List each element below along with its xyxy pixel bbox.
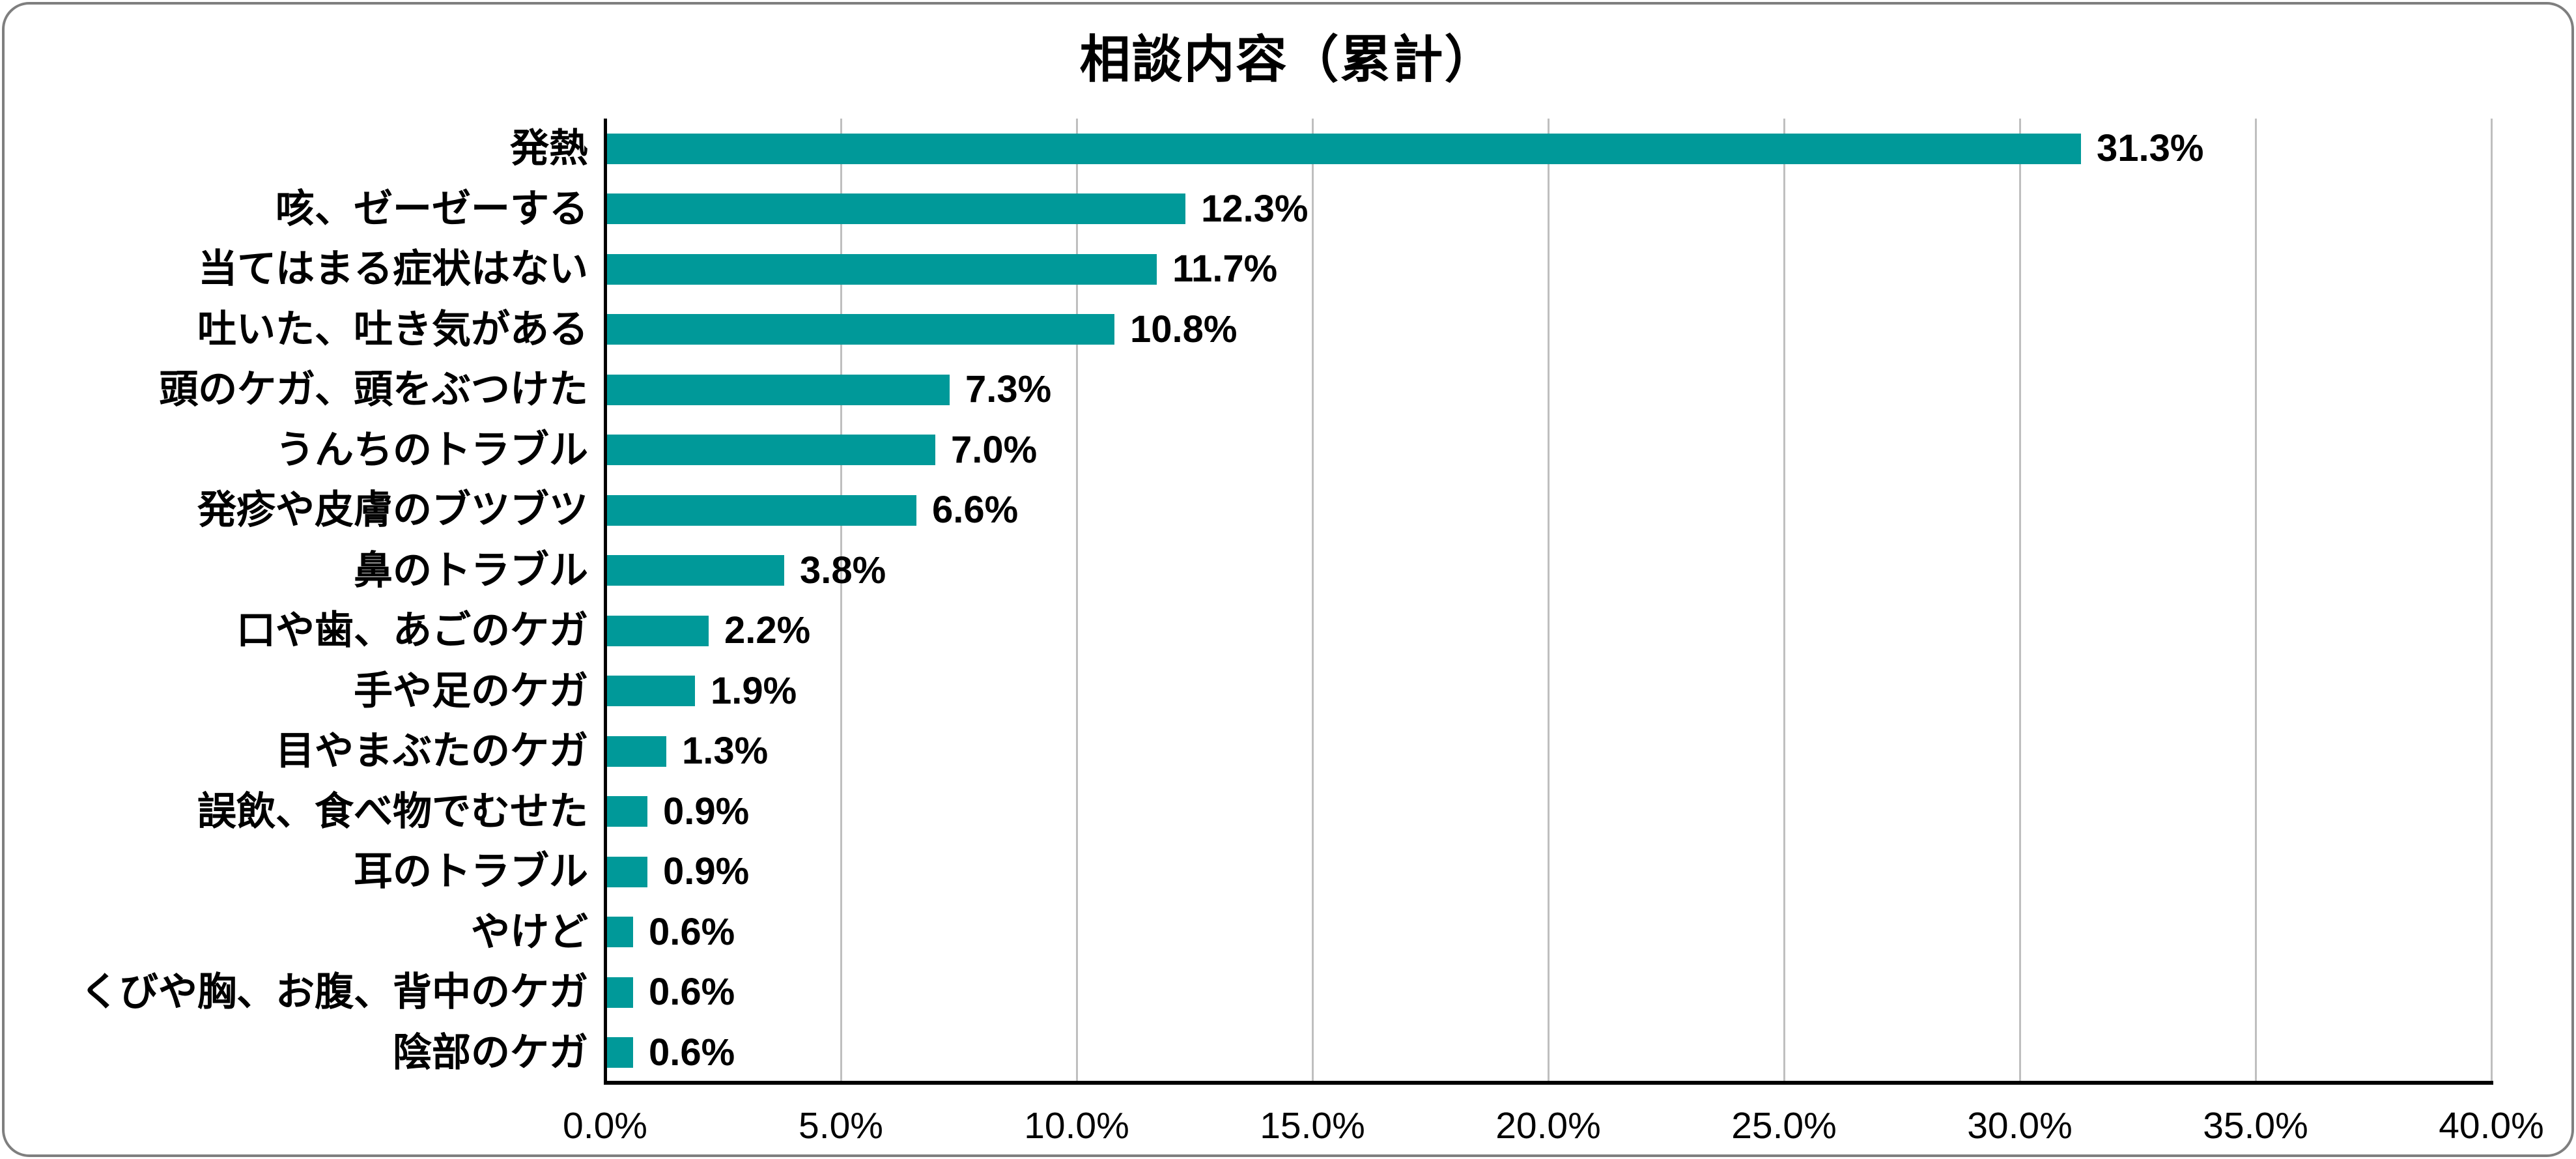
bar-value-label: 11.7% — [1172, 248, 1278, 290]
gridline — [2019, 119, 2021, 1083]
category-label: 鼻のトラブル — [354, 548, 588, 592]
category-label: 陰部のケガ — [393, 1030, 588, 1074]
x-axis-tick-label: 40.0% — [2439, 1105, 2544, 1147]
category-label: 手や足のケガ — [354, 668, 588, 713]
chart-title: 相談内容（累計） — [1079, 31, 1497, 88]
x-axis-tick-label: 10.0% — [1024, 1105, 1129, 1147]
bar — [605, 193, 1185, 225]
category-label: やけど — [471, 909, 588, 954]
bar-value-label: 3.8% — [800, 549, 886, 592]
gridline — [840, 119, 842, 1083]
bar-value-label: 12.3% — [1201, 187, 1309, 230]
x-axis-tick-label: 35.0% — [2203, 1105, 2308, 1147]
x-axis-line — [604, 1081, 2493, 1085]
bar — [605, 555, 784, 586]
gridline — [1783, 119, 1785, 1083]
category-label: 耳のトラブル — [354, 850, 588, 893]
category-label: 吐いた、吐き気がある — [197, 307, 588, 351]
category-label: 当てはまる症状はない — [198, 247, 588, 291]
bar — [605, 615, 709, 646]
bar — [605, 133, 2081, 164]
bar — [605, 796, 647, 827]
bar — [605, 494, 916, 526]
bar — [605, 977, 633, 1008]
x-axis-tick-label: 0.0% — [563, 1105, 647, 1147]
bar-value-label: 0.9% — [663, 790, 750, 833]
gridline — [1312, 119, 1314, 1083]
bar-value-label: 7.0% — [951, 428, 1038, 471]
category-label: 発熱 — [510, 126, 588, 170]
gridline — [1548, 119, 1550, 1083]
bar-value-label: 7.3% — [965, 368, 1052, 410]
bar — [605, 917, 633, 948]
category-label: 目やまぶたのケガ — [276, 729, 588, 773]
bar — [605, 314, 1114, 345]
gridline — [1076, 119, 1078, 1083]
bar — [605, 1037, 633, 1068]
bar — [605, 435, 935, 466]
category-label: 誤飲、食べ物でむせた — [197, 789, 588, 833]
x-axis-tick-labels: 0.0% 5.0% 10.0% 15.0% 20.0% 25.0% 30.0% 35.0% 40… — [563, 1104, 2544, 1156]
category-label: うんちのトラブル — [276, 427, 588, 472]
x-axis-tick-label: 25.0% — [1731, 1105, 1837, 1147]
bar — [605, 253, 1157, 285]
bar-value-label: 1.3% — [682, 730, 769, 772]
plot-area: 31.3% 12.3% 11.7% 10.8% 7.3% 7.0% 6.6% 3.8% 2.2%… — [605, 119, 2493, 1083]
category-axis-labels: 発熱咳、ゼーゼーする当てはまる症状はない 吐いた、吐き気がある頭のケガ、頭をぶつけ… — [5, 119, 588, 1083]
gridline — [2491, 119, 2493, 1083]
bar-value-label: 10.8% — [1130, 308, 1238, 351]
category-label: くびや胸、お腹、背中のケガ — [80, 970, 588, 1014]
bar-value-label: 31.3% — [2097, 127, 2204, 169]
bar — [605, 736, 666, 767]
category-label: 咳、ゼーゼーする — [276, 186, 588, 231]
x-axis-tick-label: 5.0% — [799, 1105, 883, 1147]
bar-value-label: 6.6% — [932, 489, 1019, 531]
gridline — [2255, 119, 2257, 1083]
y-axis-line — [604, 119, 607, 1085]
bar — [605, 676, 695, 707]
bar-value-label: 0.6% — [649, 971, 735, 1013]
bar-value-label: 1.9% — [711, 669, 797, 712]
x-axis-tick-label: 30.0% — [1967, 1105, 2073, 1147]
x-axis-tick-label: 15.0% — [1260, 1105, 1365, 1147]
bar — [605, 374, 950, 405]
bar-value-label: 2.2% — [724, 609, 811, 651]
x-axis-tick-label: 20.0% — [1495, 1105, 1601, 1147]
bar-value-label: 0.6% — [649, 910, 735, 953]
category-label: 頭のケガ、頭をぶつけた — [159, 367, 588, 411]
category-label: 口や歯、あごのケガ — [236, 608, 588, 652]
category-label: 発疹や皮膚のブツブツ — [197, 488, 588, 532]
bar — [605, 856, 647, 887]
bar-value-label: 0.9% — [663, 850, 750, 893]
bar-value-label: 0.6% — [649, 1031, 735, 1074]
